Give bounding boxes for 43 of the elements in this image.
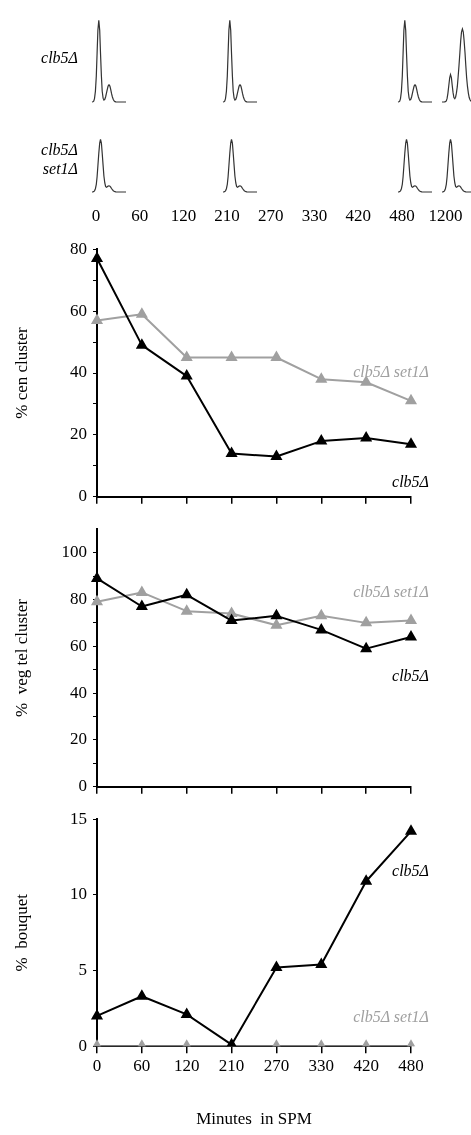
category-label: 120 [169,206,198,226]
category-label: 480 [388,206,416,226]
x-tick-label: 0 [92,1055,102,1075]
y-tick-label: 80 [70,238,87,258]
y-axis-title: % cen cluster [11,326,31,419]
y-tick-label: 0 [78,1035,87,1055]
text: clb5Δ set1Δ [40,140,78,178]
category-label: 60 [130,206,150,226]
y-tick-label: 60 [70,635,87,655]
x-tick-label: 480 [398,1055,424,1075]
x-tick-label: 420 [353,1055,379,1075]
y-tick-label: 5 [78,960,87,979]
text: clb5Δ [40,48,78,67]
series-label: clb5Δ set1Δ [353,582,429,600]
x-tick-label: 210 [218,1055,245,1075]
y-tick-label: 20 [70,424,87,444]
category-label: 1200 [427,206,464,226]
y-tick-label: 40 [70,362,87,382]
series-label: clb5Δ set1Δ [353,1008,429,1026]
category-label: 330 [300,206,329,226]
y-tick-label: 10 [70,884,87,904]
category-label: 270 [257,206,285,226]
y-tick-label: 20 [70,729,87,749]
y-tick-label: 80 [70,588,87,608]
y-tick-label: 15 [70,808,87,828]
category-label: 420 [344,206,372,226]
series-label: clb5Δ [392,473,429,490]
series-label: clb5Δ [392,861,429,879]
y-tick-label: 100 [61,542,87,562]
y-tick-label: 40 [70,682,87,702]
x-axis-title: Minutes in SPM [196,1109,312,1129]
y-tick-label: 60 [70,300,87,320]
x-tick-label: 60 [133,1055,151,1075]
x-tick-label: 330 [308,1055,335,1075]
series-label: clb5Δ set1Δ [353,363,429,381]
y-tick-label: 0 [78,486,87,506]
category-label: 210 [213,206,241,226]
y-tick-label: 0 [78,776,87,796]
series-label: clb5Δ [392,667,429,685]
x-tick-label: 120 [173,1055,200,1075]
y-axis-title: % bouquet [11,893,31,972]
y-axis-title: % veg tel cluster [11,598,31,718]
x-tick-label: 270 [263,1055,290,1075]
